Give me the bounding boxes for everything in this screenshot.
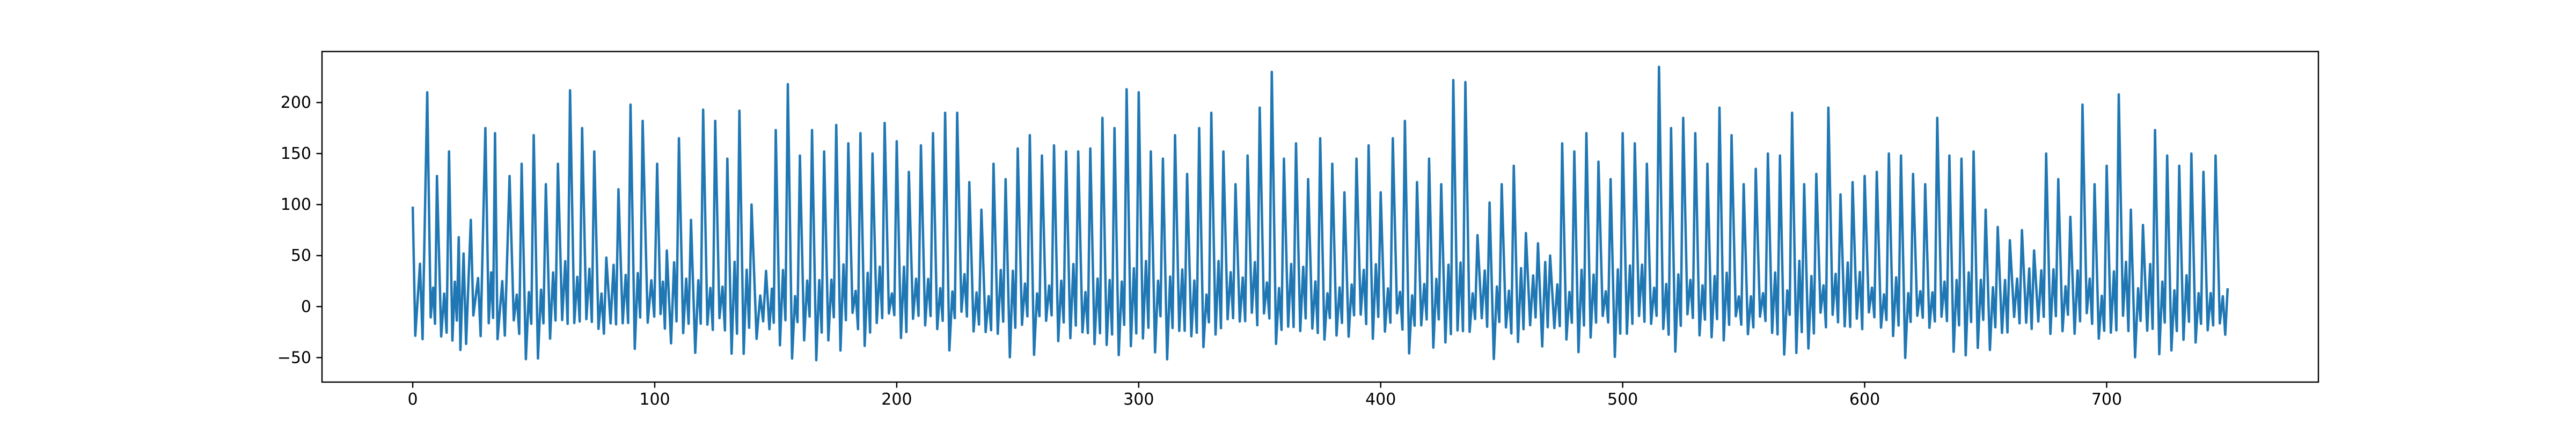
x-tick-label: 700 — [2091, 390, 2122, 409]
x-tick-label: 400 — [1365, 390, 1396, 409]
y-tick-label: 150 — [281, 144, 311, 163]
y-tick-label: 50 — [291, 246, 311, 265]
x-tick-label: 200 — [881, 390, 912, 409]
y-tick-label: −50 — [277, 348, 311, 367]
x-tick-label: 500 — [1607, 390, 1638, 409]
x-tick-label: 0 — [408, 390, 418, 409]
y-tick-label: 100 — [281, 195, 311, 214]
y-tick-label: 0 — [301, 297, 311, 316]
series-layer — [411, 65, 2229, 362]
x-tick-label: 300 — [1123, 390, 1154, 409]
x-tick-label: 100 — [639, 390, 670, 409]
axes-layer — [321, 50, 2319, 383]
x-tick-label: 600 — [1849, 390, 1880, 409]
y-tick-label: 200 — [281, 93, 311, 112]
ticks-layer: 0 100 200 300 400 500 600 700 −50 0 50 100 150 200 — [277, 93, 2122, 409]
series-line-0 — [411, 65, 2229, 362]
plot-frame — [321, 50, 2319, 383]
